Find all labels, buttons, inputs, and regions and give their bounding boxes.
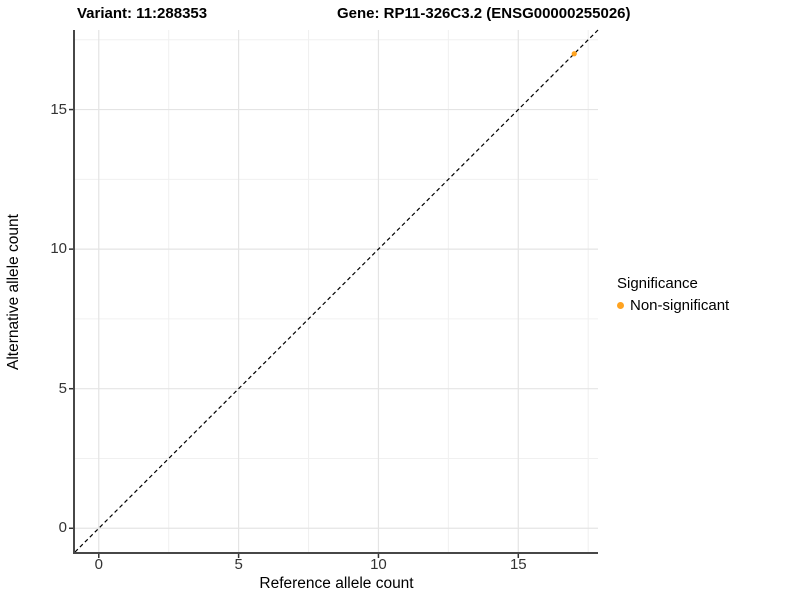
x-tick-label: 10 <box>370 556 387 573</box>
data-point <box>571 51 577 57</box>
legend: Significance Non-significant <box>617 275 729 314</box>
plot-panel <box>69 29 599 558</box>
y-axis-title: Alternative allele count <box>5 214 22 370</box>
x-axis-title: Reference allele count <box>259 575 414 592</box>
identity-line <box>74 29 599 553</box>
y-tick-label: 15 <box>50 100 67 118</box>
x-tick-label: 0 <box>94 556 103 573</box>
legend-marker-icon <box>617 302 624 309</box>
legend-item: Non-significant <box>617 297 729 314</box>
scatter-plot-canvas <box>69 29 599 558</box>
plot-title-variant: Variant: 11:288353 <box>77 5 208 22</box>
plot-title-gene: Gene: RP11-326C3.2 (ENSG00000255026) <box>337 5 631 22</box>
y-tick-label: 5 <box>58 379 67 397</box>
y-tick-label: 0 <box>58 519 67 537</box>
x-tick-label: 15 <box>509 556 527 573</box>
legend-title: Significance <box>617 275 698 292</box>
legend-item-label: Non-significant <box>630 297 730 314</box>
y-tick-label: 10 <box>50 240 67 258</box>
x-tick-label: 5 <box>234 556 243 573</box>
legend-items: Non-significant <box>617 297 729 314</box>
